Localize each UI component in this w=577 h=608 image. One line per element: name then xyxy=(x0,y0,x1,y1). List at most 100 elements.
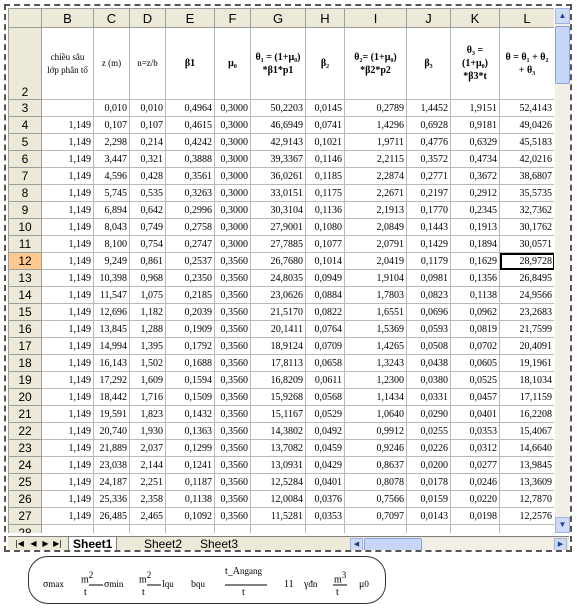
table-cell[interactable]: 11,547 xyxy=(93,286,130,304)
table-cell[interactable] xyxy=(41,524,94,533)
table-cell[interactable]: 26,8495 xyxy=(499,269,554,287)
table-cell[interactable]: 0,0429 xyxy=(305,456,345,474)
table-cell[interactable]: 12,7870 xyxy=(499,490,554,508)
row-header[interactable]: 11 xyxy=(8,235,42,253)
table-cell[interactable]: 0,3000 xyxy=(214,201,251,219)
table-cell[interactable]: 0,749 xyxy=(129,218,166,236)
table-cell[interactable]: 0,9181 xyxy=(450,116,500,134)
table-cell[interactable]: 0,754 xyxy=(129,235,166,253)
row-header[interactable]: 27 xyxy=(8,507,42,525)
table-cell[interactable]: 1,149 xyxy=(41,354,94,372)
table-cell[interactable]: 0,3560 xyxy=(214,490,251,508)
table-cell[interactable]: 32,7362 xyxy=(499,201,554,219)
header-cell[interactable]: n=z/b xyxy=(129,27,166,100)
table-cell[interactable]: 35,5735 xyxy=(499,184,554,202)
table-cell[interactable]: 0,010 xyxy=(93,99,130,117)
table-cell[interactable]: 1,149 xyxy=(41,337,94,355)
table-cell[interactable]: 0,2912 xyxy=(450,184,500,202)
header-cell[interactable]: μ₀ xyxy=(214,27,251,100)
table-cell[interactable]: 0,1092 xyxy=(165,507,215,525)
table-cell[interactable]: 0,3560 xyxy=(214,286,251,304)
table-cell[interactable]: 12,2576 xyxy=(499,507,554,525)
table-cell[interactable]: 0,0741 xyxy=(305,116,345,134)
table-cell[interactable]: 0,0529 xyxy=(305,405,345,423)
scroll-right-arrow-icon[interactable]: ▶ xyxy=(554,538,567,550)
table-cell[interactable]: 1,9151 xyxy=(450,99,500,117)
table-cell[interactable]: 0,1594 xyxy=(165,371,215,389)
row-header[interactable]: 25 xyxy=(8,473,42,491)
table-cell[interactable]: 0,1077 xyxy=(305,235,345,253)
table-cell[interactable]: 1,075 xyxy=(129,286,166,304)
table-cell[interactable]: 0,0823 xyxy=(406,286,451,304)
table-cell[interactable]: 1,395 xyxy=(129,337,166,355)
table-cell[interactable]: 0,0611 xyxy=(305,371,345,389)
table-cell[interactable]: 0,1241 xyxy=(165,456,215,474)
header-cell[interactable]: chiều sâu lớp phân tố xyxy=(41,27,94,100)
table-cell[interactable]: 0,3000 xyxy=(214,218,251,236)
table-cell[interactable]: 0,0962 xyxy=(450,303,500,321)
table-cell[interactable]: 2,2115 xyxy=(344,150,407,168)
table-cell[interactable]: 26,485 xyxy=(93,507,130,525)
table-cell[interactable]: 1,182 xyxy=(129,303,166,321)
table-cell[interactable]: 1,149 xyxy=(41,371,94,389)
table-cell[interactable]: 1,149 xyxy=(41,405,94,423)
table-cell[interactable]: 0,3888 xyxy=(165,150,215,168)
table-cell[interactable]: 0,968 xyxy=(129,269,166,287)
table-cell[interactable]: 0,1080 xyxy=(305,218,345,236)
column-header[interactable]: E xyxy=(165,8,215,28)
horizontal-scrollbar[interactable]: ◀ ▶ xyxy=(350,538,567,550)
table-cell[interactable]: 0,861 xyxy=(129,252,166,270)
row-header[interactable]: 26 xyxy=(8,490,42,508)
table-cell[interactable]: 24,8035 xyxy=(250,269,306,287)
table-cell[interactable]: 21,5170 xyxy=(250,303,306,321)
vertical-scrollbar[interactable]: ▲ ▼ xyxy=(555,8,570,533)
table-cell[interactable]: 0,1021 xyxy=(305,133,345,151)
table-cell[interactable]: 0,4615 xyxy=(165,116,215,134)
table-cell[interactable]: 1,149 xyxy=(41,116,94,134)
row-header[interactable]: 6 xyxy=(8,150,42,168)
row-header[interactable]: 12 xyxy=(8,252,42,270)
table-cell[interactable]: 1,4296 xyxy=(344,116,407,134)
table-cell[interactable]: 12,0084 xyxy=(250,490,306,508)
table-cell[interactable]: 23,2683 xyxy=(499,303,554,321)
table-cell[interactable]: 23,038 xyxy=(93,456,130,474)
table-cell[interactable]: 0,3000 xyxy=(214,235,251,253)
header-cell[interactable]: β₃ xyxy=(406,27,451,100)
table-cell[interactable]: 0,0605 xyxy=(450,354,500,372)
table-cell[interactable]: 0,3560 xyxy=(214,405,251,423)
scroll-left-arrow-icon[interactable]: ◀ xyxy=(350,538,363,550)
table-cell[interactable]: 0,0884 xyxy=(305,286,345,304)
table-cell[interactable]: 0,0220 xyxy=(450,490,500,508)
table-cell[interactable]: 0,0353 xyxy=(450,422,500,440)
table-cell[interactable]: 1,149 xyxy=(41,490,94,508)
table-cell[interactable] xyxy=(93,524,130,533)
table-cell[interactable]: 50,2203 xyxy=(250,99,306,117)
table-cell[interactable]: 12,696 xyxy=(93,303,130,321)
table-cell[interactable]: 0,3560 xyxy=(214,388,251,406)
table-cell[interactable]: 0,2039 xyxy=(165,303,215,321)
header-cell[interactable]: z (m) xyxy=(93,27,130,100)
row-header[interactable]: 16 xyxy=(8,320,42,338)
table-cell[interactable]: 15,4067 xyxy=(499,422,554,440)
table-cell[interactable]: 1,609 xyxy=(129,371,166,389)
table-cell[interactable]: 1,6551 xyxy=(344,303,407,321)
table-cell[interactable]: 0,9246 xyxy=(344,439,407,457)
table-cell[interactable]: 1,9104 xyxy=(344,269,407,287)
table-cell[interactable]: 0,1187 xyxy=(165,473,215,491)
column-header[interactable]: D xyxy=(129,8,166,28)
table-cell[interactable]: 0,0255 xyxy=(406,422,451,440)
row-header[interactable]: 9 xyxy=(8,201,42,219)
table-cell[interactable]: 0,0200 xyxy=(406,456,451,474)
table-cell[interactable]: 1,930 xyxy=(129,422,166,440)
table-cell[interactable]: 14,994 xyxy=(93,337,130,355)
row-header[interactable]: 19 xyxy=(8,371,42,389)
header-cell[interactable]: β₂ xyxy=(305,27,345,100)
table-cell[interactable]: 1,9711 xyxy=(344,133,407,151)
active-cell[interactable]: 28,9728 xyxy=(499,252,554,270)
table-cell[interactable]: 2,465 xyxy=(129,507,166,525)
table-cell[interactable]: 38,6807 xyxy=(499,167,554,185)
row-header[interactable]: 22 xyxy=(8,422,42,440)
table-cell[interactable]: 1,502 xyxy=(129,354,166,372)
table-cell[interactable] xyxy=(165,524,215,533)
table-cell[interactable]: 8,043 xyxy=(93,218,130,236)
